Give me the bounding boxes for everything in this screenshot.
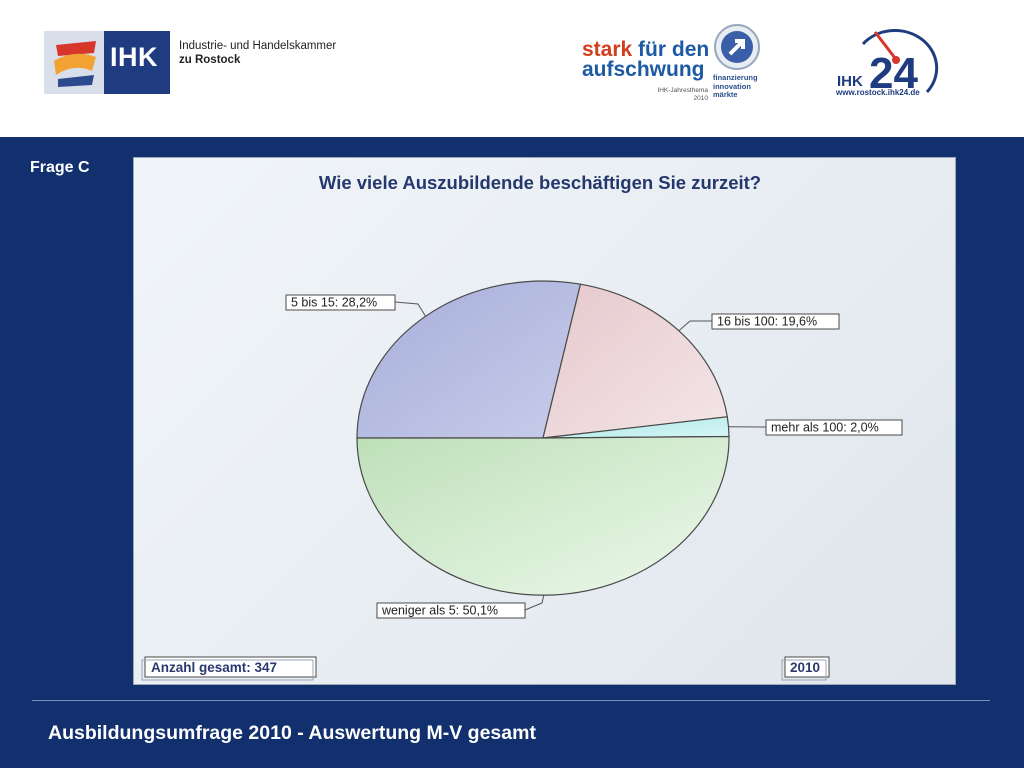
slice-label-box: [711, 313, 840, 330]
pie-slice: [542, 283, 728, 439]
year-box-shadow: [781, 659, 827, 681]
slice-label-box: [376, 602, 526, 619]
slice-label: 5 bis 15: 28,2%: [291, 296, 377, 310]
footer-divider: [32, 700, 990, 701]
slice-label-box: [765, 419, 903, 436]
pie-chart: Wie viele Auszubildende beschäftigen Sie…: [141, 172, 903, 681]
slice-label: weniger als 5: 50,1%: [381, 604, 498, 618]
stark-sub-line2: 2010: [693, 95, 708, 102]
ihk-caption: Industrie- und Handelskammer zu Rostock: [179, 39, 336, 67]
ihk24-logo-icon: IHK 24: [837, 29, 939, 98]
slice-label: 16 bis 100: 19,6%: [717, 315, 817, 329]
label-leader-line: [394, 301, 426, 317]
year-box: [784, 656, 830, 678]
ihk-caption-line1: Industrie- und Handelskammer: [179, 40, 337, 52]
label-leader-line: [678, 320, 712, 332]
label-leader-line: [524, 594, 545, 611]
stark-tag: märkte: [713, 90, 738, 99]
stark-logo-text: stark für den aufschwung: [582, 38, 710, 81]
total-count: Anzahl gesamt: 347: [151, 660, 277, 675]
slide-footer-title: Ausbildungsumfrage 2010 - Auswertung M-V…: [48, 722, 536, 744]
stark-tag: finanzierung: [713, 73, 758, 82]
stark-tag: innovation: [713, 81, 751, 91]
stark-tags: finanzierung innovation märkte: [713, 73, 758, 100]
aufschwung-word: aufschwung: [582, 58, 705, 81]
stark-sub-caption: IHK-Jahresthema 2010: [648, 87, 708, 103]
total-count-box: [144, 656, 317, 678]
stark-word: stark: [582, 38, 633, 61]
ihk24-number: 24: [869, 49, 918, 98]
ihk-logo-word: IHK: [110, 42, 158, 72]
slice-label: mehr als 100: 2,0%: [771, 421, 879, 435]
pie-slice: [356, 435, 730, 596]
total-count-box-shadow: [141, 659, 314, 681]
slide-header: IHK Industrie- und Handelskammer zu Rost…: [0, 0, 1024, 137]
fuer-den-words: für den: [632, 38, 710, 61]
ihk24-prefix: IHK: [837, 73, 863, 90]
slice-label-box: [285, 294, 396, 311]
ihk-logo: IHK: [44, 31, 170, 94]
ihk24-url: www.rostock.ihk24.de: [836, 88, 920, 97]
ihk-caption-line2: zu Rostock: [179, 54, 241, 66]
ihk-emblem-icon: [44, 31, 104, 94]
chart-title: Wie viele Auszubildende beschäftigen Sie…: [319, 172, 761, 193]
stark-sub-line1: IHK-Jahresthema: [657, 87, 708, 94]
arrow-circle-icon: [714, 24, 760, 70]
year-label: 2010: [790, 660, 820, 675]
question-label: Frage C: [30, 159, 90, 176]
chart-panel: Wie viele Auszubildende beschäftigen Sie…: [133, 157, 956, 685]
